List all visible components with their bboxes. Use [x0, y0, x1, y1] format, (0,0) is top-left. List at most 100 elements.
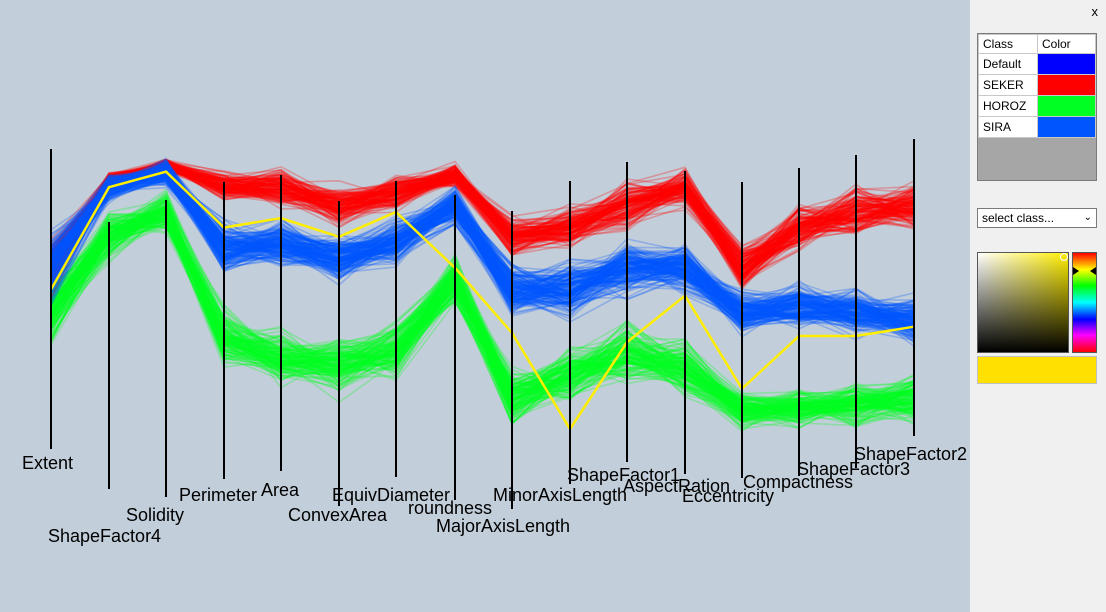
series-line-horoz — [50, 217, 915, 415]
series-line-sira — [50, 164, 915, 321]
series-line-sira — [50, 158, 915, 328]
series-line-horoz — [50, 208, 915, 418]
axis-labels: Extent ShapeFactor4 Solidity Perimeter A… — [22, 444, 967, 546]
series-line-sira — [50, 160, 915, 330]
series-line-horoz — [50, 192, 915, 427]
series-line-seker — [50, 168, 915, 265]
series-line-horoz — [50, 193, 915, 431]
table-row[interactable]: Default — [978, 53, 1096, 75]
series-line-horoz — [50, 220, 915, 426]
series-line-sira — [50, 170, 915, 323]
axis-label-extent: Extent — [22, 453, 73, 473]
series-line-seker — [50, 160, 915, 285]
series-line-seker — [50, 166, 915, 269]
class-select-dropdown[interactable]: select class... ⌄ — [977, 208, 1097, 228]
class-color-swatch[interactable] — [1037, 53, 1096, 75]
series-line-horoz — [50, 225, 915, 408]
series-line-seker — [50, 168, 915, 283]
series-line-seker — [50, 162, 915, 279]
series-line-seker — [50, 166, 915, 257]
series-line-horoz — [50, 222, 915, 411]
series-line-seker — [50, 169, 915, 271]
series-line-sira — [50, 159, 915, 327]
series-line-seker — [50, 161, 915, 267]
series-line-horoz — [50, 213, 915, 428]
series-line-horoz — [50, 205, 915, 428]
series-line-sira — [50, 166, 915, 328]
series-line-sira — [50, 176, 915, 331]
series-line-sira — [50, 175, 915, 342]
series-line-sira — [50, 165, 915, 325]
series-line-seker — [50, 163, 915, 259]
series-line-seker — [50, 165, 915, 281]
series-line-sira — [50, 172, 915, 332]
class-color-swatch[interactable] — [1037, 95, 1096, 117]
series-line-horoz — [50, 210, 915, 419]
series-line-sira — [50, 177, 915, 323]
series-line-sira — [50, 176, 915, 321]
class-color-swatch[interactable] — [1037, 74, 1096, 96]
table-row[interactable]: SIRA — [978, 116, 1096, 138]
series-line-sira — [50, 177, 915, 338]
saturation-value-picker[interactable] — [977, 252, 1069, 353]
parallel-coordinates-plot[interactable]: Extent ShapeFactor4 Solidity Perimeter A… — [0, 0, 970, 612]
class-name-cell[interactable]: SEKER — [978, 74, 1038, 96]
series-line-sira — [50, 168, 915, 332]
series-line-sira — [50, 168, 915, 317]
series-line-sira — [50, 176, 915, 326]
series-line-sira — [50, 169, 915, 327]
series-line-horoz — [50, 213, 915, 419]
series-line-sira — [50, 179, 915, 321]
series-line-sira — [50, 161, 915, 329]
series-line-horoz — [50, 197, 915, 429]
series-line-sira — [50, 164, 915, 329]
series-line-sira — [50, 169, 915, 328]
axis-label-area: Area — [261, 480, 300, 500]
class-color-swatch[interactable] — [1037, 116, 1096, 138]
class-name-cell[interactable]: SIRA — [978, 116, 1038, 138]
series-line-sira — [50, 179, 915, 314]
hue-slider-arrow-left-icon[interactable] — [1073, 267, 1079, 275]
series-line-sira — [50, 165, 915, 318]
series-line-seker — [50, 168, 915, 271]
series-line-sira — [50, 172, 915, 330]
series-line-horoz — [50, 199, 915, 419]
series-line-horoz — [50, 217, 915, 410]
class-name-cell[interactable]: Default — [978, 53, 1038, 75]
series-line-horoz — [50, 214, 915, 425]
series-line-horoz — [50, 209, 915, 425]
series-line-sira — [50, 174, 915, 331]
series-line-horoz — [50, 215, 915, 422]
hue-slider-arrow-right-icon[interactable] — [1090, 267, 1096, 275]
picker-handle[interactable] — [1060, 253, 1068, 261]
series-line-horoz — [50, 224, 915, 412]
series-line-seker — [50, 166, 915, 278]
series-line-sira — [50, 165, 915, 326]
table-row[interactable]: SEKER — [978, 74, 1096, 96]
chart-svg: Extent ShapeFactor4 Solidity Perimeter A… — [22, 139, 967, 546]
series-line-sira — [50, 167, 915, 333]
series-line-horoz — [50, 212, 915, 418]
series-line-sira — [50, 162, 915, 316]
series-line-seker — [50, 164, 915, 280]
series-line-horoz — [50, 226, 915, 430]
highlighted-record-line[interactable] — [49, 170, 915, 432]
series-line-sira — [50, 165, 915, 319]
axis-label-majoraxislength: MajorAxisLength — [436, 516, 570, 536]
series-line-horoz — [50, 218, 915, 416]
series-line-horoz — [50, 207, 915, 420]
table-row[interactable]: HOROZ — [978, 95, 1096, 117]
series-line-sira — [50, 177, 915, 314]
series-line-sira — [50, 174, 915, 334]
series-line-sira — [50, 175, 915, 324]
series-line-horoz — [50, 226, 915, 417]
series-line-seker — [50, 167, 915, 261]
series-line-sira — [50, 170, 915, 329]
close-button[interactable]: x — [1091, 4, 1099, 19]
series-line-horoz — [50, 207, 915, 416]
hue-slider[interactable] — [1072, 252, 1097, 353]
series-line-seker — [50, 168, 915, 270]
series-line-horoz — [50, 203, 915, 433]
series-line-sira — [50, 173, 915, 321]
class-name-cell[interactable]: HOROZ — [978, 95, 1038, 117]
